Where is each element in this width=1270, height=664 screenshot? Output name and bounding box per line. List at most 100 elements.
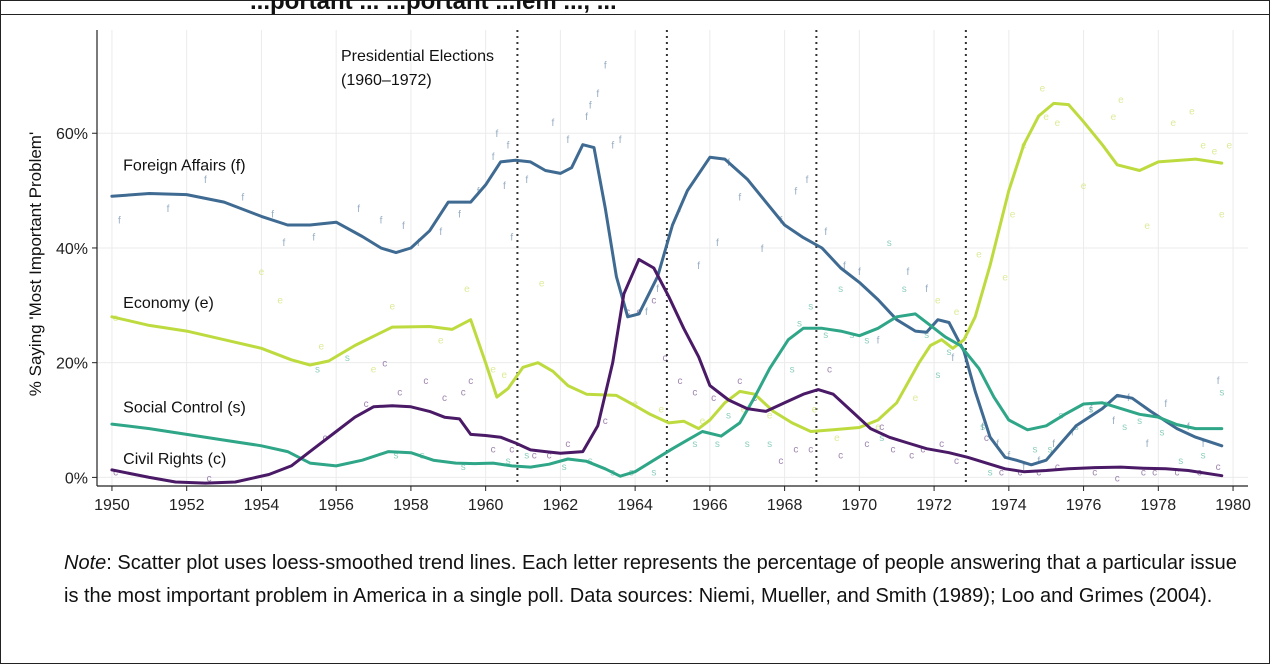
scatter-point-s: s — [506, 456, 511, 467]
scatter-point-s: s — [823, 330, 828, 341]
scatter-point-f: f — [458, 210, 461, 221]
scatter-point-s: s — [524, 450, 529, 461]
scatter-point-s: s — [879, 433, 884, 444]
scatter-point-f: f — [907, 267, 910, 278]
scatter-point-c: c — [984, 433, 989, 444]
scatter-point-f: f — [204, 175, 207, 186]
scatter-point-s: s — [1089, 405, 1094, 416]
scatter-point-s: s — [808, 301, 813, 312]
series-label-f: Foreign Affairs (f) — [123, 158, 245, 175]
scatter-point-f: f — [611, 141, 614, 152]
annotation-line: (1960–1972) — [341, 72, 432, 89]
scatter-point-c: c — [939, 439, 944, 450]
title-strip: ...portant ... ...portant ...lem ..., ..… — [0, 0, 1270, 14]
scatter-point-f: f — [645, 307, 648, 318]
scatter-point-e: e — [259, 267, 265, 278]
scatter-point-s: s — [864, 336, 869, 347]
scatter-point-s: s — [980, 422, 985, 433]
scatter-point-e: e — [767, 410, 773, 421]
scatter-point-f: f — [1052, 439, 1055, 450]
scatter-point-c: c — [879, 422, 884, 433]
scatter-point-f: f — [507, 141, 510, 152]
scatter-point-e: e — [438, 336, 444, 347]
scatter-point-c: c — [677, 376, 682, 387]
scatter-point-s: s — [924, 330, 929, 341]
scatter-point-f: f — [925, 284, 928, 295]
y-tick-label: 60% — [56, 126, 88, 143]
scatter-point-c: c — [1018, 468, 1023, 479]
trend-line-s — [110, 312, 1224, 478]
scatter-point-s: s — [1201, 450, 1206, 461]
scatter-point-e: e — [913, 393, 919, 404]
scatter-points: ffffffffffffffffffffffffffffffffffffffff… — [113, 60, 1233, 484]
scatter-point-c: c — [954, 456, 959, 467]
scatter-point-s: s — [345, 353, 350, 364]
scatter-point-c: c — [1036, 468, 1041, 479]
scatter-point-e: e — [1081, 181, 1087, 192]
scatter-point-e: e — [1219, 210, 1225, 221]
scatter-point-e: e — [1040, 83, 1046, 94]
scatter-point-f: f — [380, 215, 383, 226]
scatter-point-c: c — [442, 393, 447, 404]
scatter-point-f: f — [761, 244, 764, 255]
scatter-point-f: f — [858, 267, 861, 278]
scatter-point-s: s — [715, 439, 720, 450]
scatter-point-f: f — [271, 210, 274, 221]
scatter-point-s: s — [745, 439, 750, 450]
scatter-point-c: c — [890, 445, 895, 456]
scatter-point-c: c — [397, 387, 402, 398]
scatter-point-c: c — [864, 439, 869, 450]
scatter-point-s: s — [790, 364, 795, 375]
x-tick-label: 1966 — [692, 497, 728, 514]
scatter-point-f: f — [1164, 399, 1167, 410]
scatter-point-f: f — [824, 227, 827, 238]
scatter-point-c: c — [663, 353, 668, 364]
scatter-point-s: s — [461, 462, 466, 473]
scatter-point-c: c — [603, 416, 608, 427]
scatter-point-f: f — [1022, 462, 1025, 473]
scatter-point-c: c — [491, 445, 496, 456]
scatter-point-s: s — [315, 364, 320, 375]
election-annotation: Presidential Elections (1960–1972) — [341, 48, 494, 89]
scatter-point-c: c — [808, 445, 813, 456]
scatter-point-f: f — [1146, 439, 1149, 450]
scatter-point-f: f — [525, 175, 528, 186]
scatter-point-c: c — [1141, 468, 1146, 479]
scatter-point-c: c — [1092, 468, 1097, 479]
scatter-point-s: s — [1032, 445, 1037, 456]
scatter-point-s: s — [1137, 416, 1142, 427]
scatter-point-e: e — [1144, 221, 1150, 232]
x-tick-label: 1950 — [94, 497, 130, 514]
scatter-point-s: s — [562, 462, 567, 473]
series-label-s: Social Control (s) — [123, 400, 246, 417]
scatter-point-f: f — [619, 135, 622, 146]
scatter-point-c: c — [468, 376, 473, 387]
scatter-point-s: s — [1219, 387, 1224, 398]
scatter-point-f: f — [1007, 450, 1010, 461]
scatter-point-c: c — [1115, 473, 1120, 484]
scatter-point-c: c — [1174, 468, 1179, 479]
scatter-point-f: f — [1112, 416, 1115, 427]
scatter-point-f: f — [357, 204, 360, 215]
series-labels: Foreign Affairs (f) Economy (e) Social Con… — [123, 158, 246, 469]
scatter-point-f: f — [417, 238, 420, 249]
scatter-point-c: c — [207, 473, 212, 484]
series-label-c: Civil Rights (c) — [123, 451, 226, 468]
scatter-point-f: f — [167, 204, 170, 215]
scatter-point-s: s — [393, 450, 398, 461]
scatter-point-c: c — [651, 296, 656, 307]
scatter-point-f: f — [312, 232, 315, 243]
scatter-point-s: s — [1160, 428, 1165, 439]
scatter-point-e: e — [371, 364, 377, 375]
x-tick-label: 1960 — [468, 497, 504, 514]
scatter-point-f: f — [241, 192, 244, 203]
scatter-point-s: s — [988, 468, 993, 479]
scatter-point-c: c — [827, 364, 832, 375]
scatter-point-s: s — [797, 319, 802, 330]
scatter-point-e: e — [1055, 118, 1061, 129]
scatter-point-f: f — [996, 439, 999, 450]
scatter-point-f: f — [495, 129, 498, 140]
scatter-point-f: f — [716, 238, 719, 249]
x-tick-label: 1958 — [393, 497, 429, 514]
scatter-point-c: c — [838, 450, 843, 461]
